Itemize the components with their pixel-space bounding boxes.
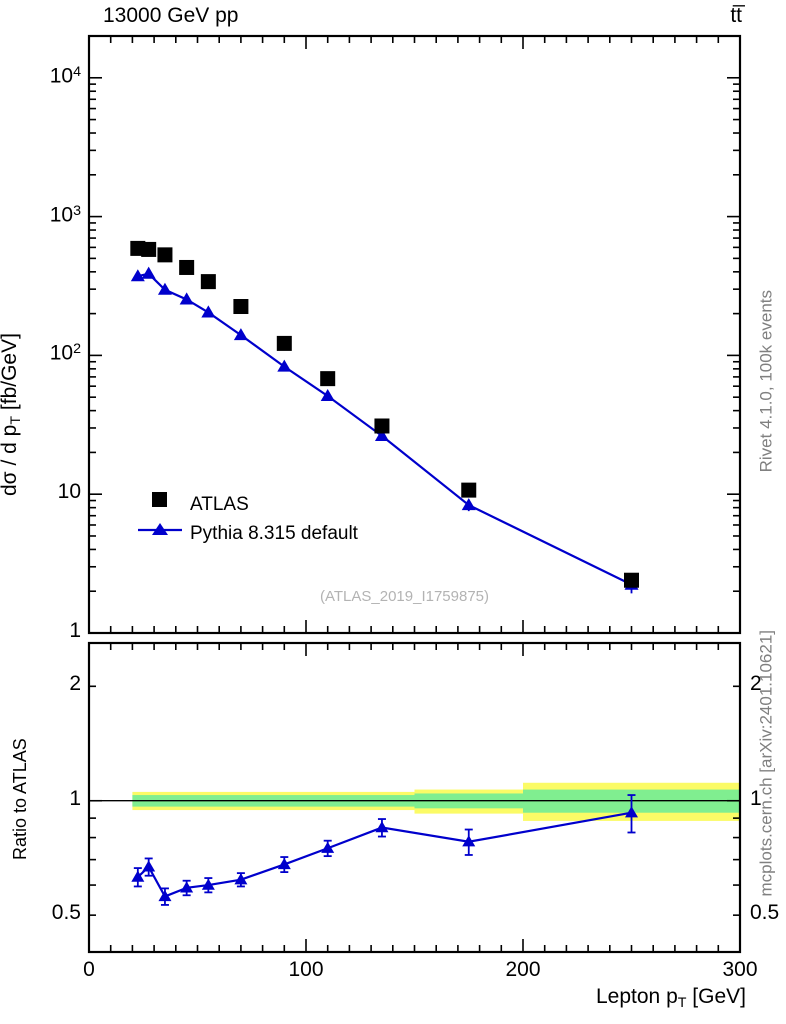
main-ytick-label-0: 1 xyxy=(69,619,81,642)
header-left-label: 13000 GeV pp xyxy=(103,4,239,27)
atlas-marker-main-9 xyxy=(461,482,477,498)
mc-marker-main-5 xyxy=(233,328,248,341)
atlas-marker-main-6 xyxy=(276,335,292,351)
mc-marker-main-9 xyxy=(461,498,476,511)
ratio-marker-7 xyxy=(321,841,335,853)
atlas-marker-main-10 xyxy=(624,572,639,588)
ratio-marker-8 xyxy=(375,821,389,833)
legend-label-pythia: Pythia 8.315 default xyxy=(190,523,358,544)
atlas-marker-main-2 xyxy=(157,247,173,263)
ratio-ytick-label-1: 1 xyxy=(69,786,81,810)
legend-marker-pythia xyxy=(152,523,168,535)
ratio-ytick-label-0: 0.5 xyxy=(51,901,81,925)
x-tick-label-1: 100 xyxy=(288,958,324,981)
main-ytick-label-4: 104 xyxy=(49,63,81,88)
main-panel-frame xyxy=(87,34,742,635)
mc-marker-main-1 xyxy=(141,266,156,279)
x-tick-label-2: 200 xyxy=(505,958,541,981)
mc-marker-main-6 xyxy=(277,359,292,372)
atlas-marker-main-5 xyxy=(233,299,249,315)
atlas-marker-main-1 xyxy=(141,241,157,257)
ratio-marker-6 xyxy=(277,857,291,870)
atlas-marker-main-8 xyxy=(374,418,390,434)
mc-marker-main-3 xyxy=(179,292,194,305)
ratio-marker-4 xyxy=(201,878,215,890)
ratio-ytick-label-right-2: 2 xyxy=(750,672,762,696)
x-axis-label: Lepton pT [GeV] xyxy=(596,985,746,1011)
mcplots-source-label: mcplots.cern.ch [arXiv:2401.10621] xyxy=(756,630,775,897)
ratio-marker-5 xyxy=(234,873,248,885)
mc-marker-main-0 xyxy=(130,269,145,282)
x-tick-label-0: 0 xyxy=(83,958,95,981)
ratio-ytick-label-right-0: 0.5 xyxy=(750,901,780,925)
main-ytick-label-1: 10 xyxy=(57,480,81,504)
mc-marker-main-7 xyxy=(320,388,335,402)
atlas-marker-main-4 xyxy=(200,274,216,290)
main-ytick-label-3: 103 xyxy=(49,202,81,226)
analysis-id-watermark: (ATLAS_2019_I1759875) xyxy=(320,588,490,605)
atlas-marker-main-7 xyxy=(320,371,336,387)
ratio-marker-9 xyxy=(462,835,476,847)
ratio-marker-10 xyxy=(625,806,638,818)
header-right-label: tt̅ xyxy=(730,4,742,27)
rivet-version-label: Rivet 4.1.0, 100k events xyxy=(756,290,775,473)
main-ytick-label-2: 102 xyxy=(49,341,81,365)
legend-marker-atlas xyxy=(152,492,167,507)
mc-marker-main-2 xyxy=(157,282,172,295)
ratio-marker-3 xyxy=(180,881,194,893)
mc-marker-main-8 xyxy=(374,428,389,441)
x-tick-label-3: 300 xyxy=(722,958,758,981)
ratio-marker-2 xyxy=(158,889,172,902)
ratio-marker-0 xyxy=(131,870,145,882)
ratio-marker-1 xyxy=(142,860,156,872)
atlas-marker-main-3 xyxy=(179,259,195,275)
ratio-line xyxy=(137,811,632,898)
ratio-ytick-label-right-1: 1 xyxy=(750,786,762,810)
ratio-ytick-label-2: 2 xyxy=(69,672,81,696)
mc-marker-main-4 xyxy=(201,305,216,318)
legend-label-atlas: ATLAS xyxy=(190,494,249,515)
